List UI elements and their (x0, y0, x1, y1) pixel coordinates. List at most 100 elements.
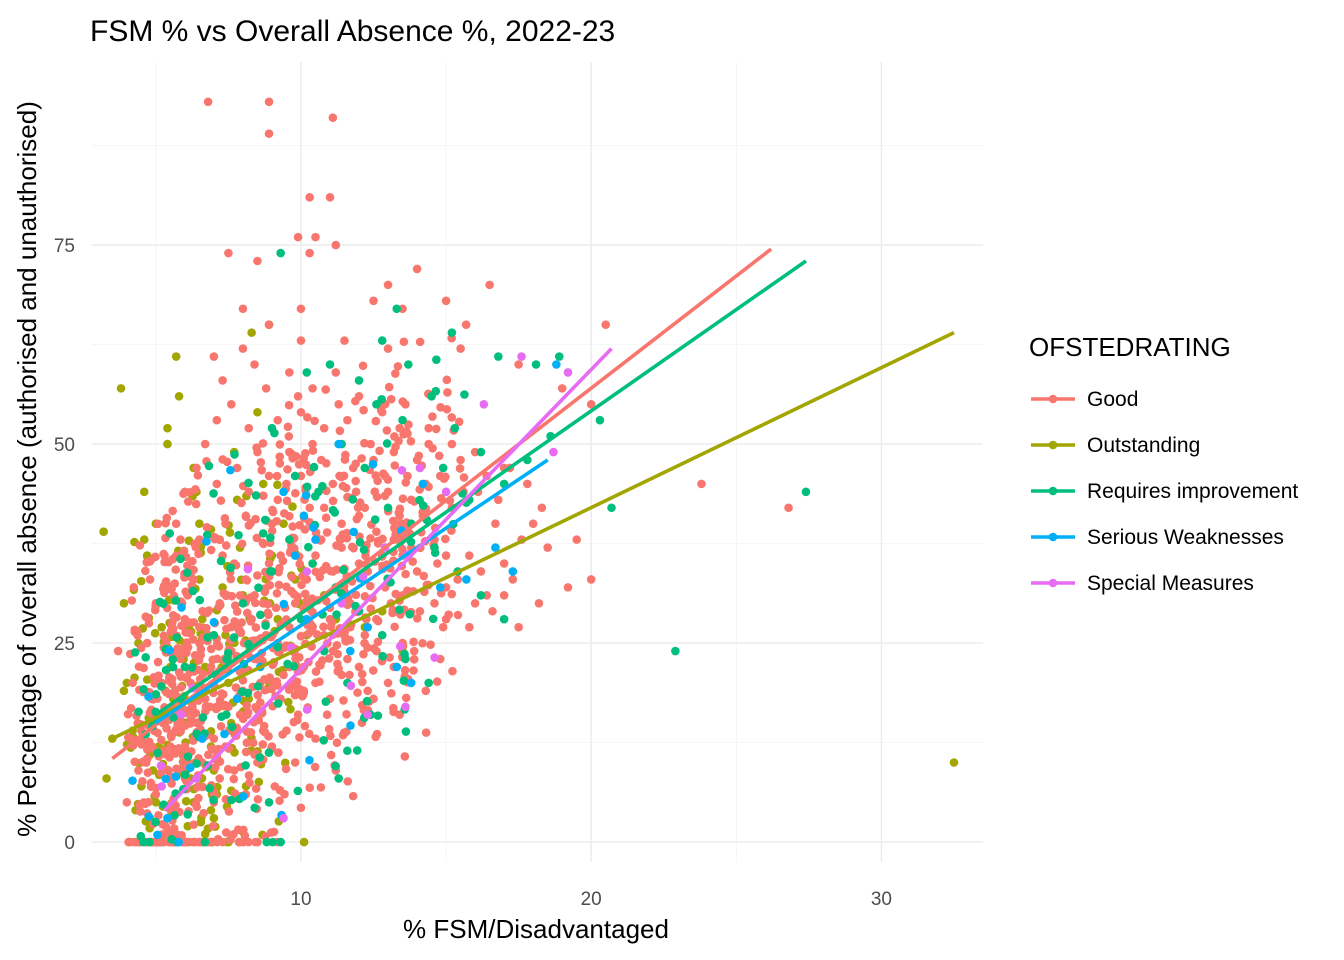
data-point (328, 113, 338, 123)
data-point (206, 662, 216, 672)
data-point (216, 556, 226, 566)
data-point (179, 546, 189, 556)
data-point (392, 662, 402, 672)
data-point (138, 777, 147, 786)
data-point (210, 532, 219, 542)
data-point (345, 635, 355, 645)
data-point (360, 592, 370, 601)
data-point (284, 697, 293, 707)
data-point (428, 444, 437, 453)
data-point (517, 352, 526, 361)
data-point (528, 519, 538, 528)
data-point (346, 721, 355, 730)
data-point (784, 503, 793, 513)
data-point (273, 415, 283, 425)
data-point (414, 451, 424, 461)
data-point (443, 388, 452, 397)
data-point (462, 575, 471, 584)
data-point (434, 451, 444, 461)
data-point (534, 598, 544, 608)
data-point (418, 479, 428, 489)
data-point (326, 731, 335, 741)
y-tick-label: 0 (64, 833, 75, 854)
y-tick-label: 25 (54, 634, 75, 655)
data-point (311, 667, 321, 676)
data-point (400, 752, 410, 761)
data-point (214, 602, 224, 612)
data-point (430, 598, 439, 608)
data-point (305, 503, 314, 513)
data-point (181, 796, 191, 806)
data-point (158, 819, 167, 829)
trend-line (154, 259, 807, 717)
data-point (357, 454, 366, 463)
data-point (330, 508, 340, 517)
data-point (234, 530, 243, 540)
data-point (218, 690, 228, 699)
data-point (229, 633, 239, 642)
data-point (209, 813, 219, 823)
data-point (274, 748, 283, 757)
data-point (167, 689, 177, 699)
data-point (266, 567, 275, 576)
legend-label: Requires improvement (1087, 480, 1298, 503)
data-point (398, 494, 408, 504)
data-point (296, 336, 306, 345)
data-point (220, 514, 230, 523)
data-point (418, 501, 428, 510)
data-point (363, 643, 372, 652)
data-point (332, 610, 341, 619)
data-point (351, 487, 361, 497)
data-point (295, 733, 304, 742)
data-point (390, 461, 400, 470)
data-point (418, 638, 427, 648)
data-point (557, 384, 567, 393)
data-point (279, 813, 288, 823)
data-point (251, 514, 260, 524)
data-point (250, 360, 259, 369)
data-point (378, 469, 388, 478)
data-point (255, 753, 265, 762)
data-point (177, 831, 186, 840)
data-point (241, 512, 251, 522)
data-point (176, 554, 185, 564)
data-point (295, 520, 304, 530)
data-point (380, 491, 390, 501)
data-point (338, 481, 348, 491)
data-point (119, 686, 129, 696)
data-point (264, 320, 274, 329)
data-point (238, 714, 248, 724)
data-point (275, 452, 285, 461)
data-point (311, 567, 320, 577)
data-point (409, 666, 418, 675)
data-point (273, 699, 283, 708)
data-point (360, 438, 369, 448)
data-point (337, 519, 346, 528)
data-point (256, 610, 265, 620)
data-point (211, 763, 220, 772)
data-point (285, 511, 294, 521)
data-point (191, 708, 201, 718)
data-point (202, 537, 211, 546)
data-point (368, 459, 378, 469)
data-point (188, 586, 198, 596)
data-point (328, 496, 338, 506)
data-point (146, 556, 155, 566)
data-point (300, 721, 310, 731)
data-point (424, 678, 433, 688)
data-point (401, 702, 410, 712)
data-point (185, 763, 195, 772)
data-point (250, 803, 259, 813)
legend: OFSTEDRATING Good Outstanding Requires imp… (1029, 332, 1298, 595)
data-point (476, 567, 486, 576)
data-point (435, 583, 445, 592)
data-point (401, 693, 411, 703)
data-point (244, 771, 254, 780)
data-point (397, 466, 407, 475)
data-point (196, 645, 206, 654)
data-point (168, 655, 178, 664)
data-point (157, 682, 166, 691)
data-point (168, 506, 177, 516)
data-point (393, 362, 403, 371)
data-point (174, 721, 184, 730)
